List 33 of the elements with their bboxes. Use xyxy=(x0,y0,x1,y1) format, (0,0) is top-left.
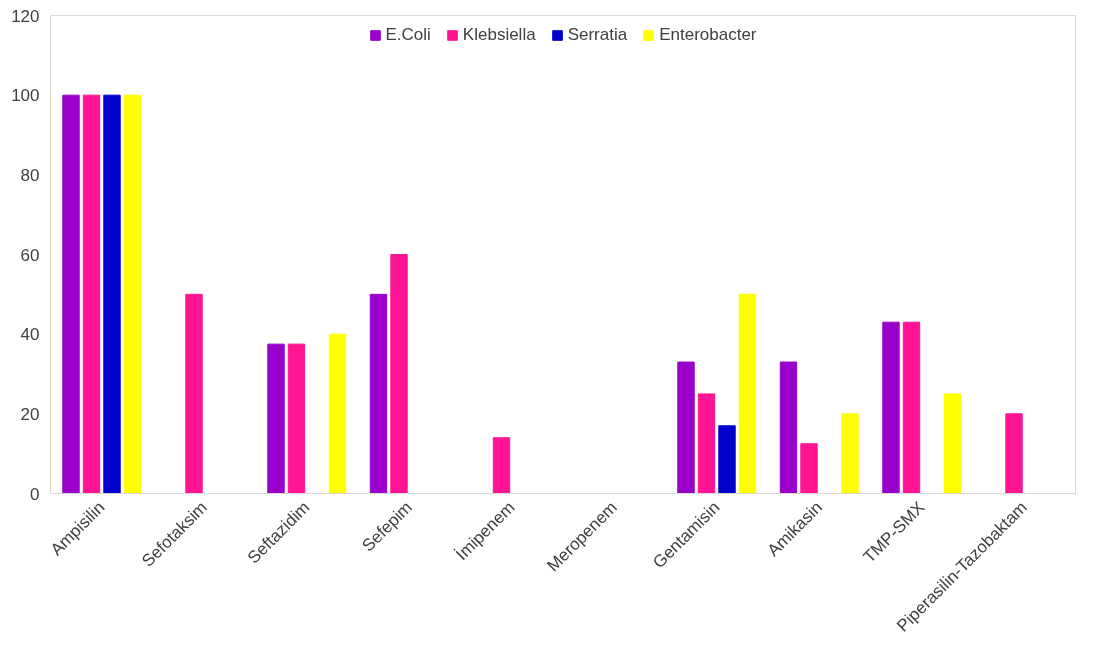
bar xyxy=(779,361,798,494)
bar xyxy=(287,343,306,494)
bar xyxy=(185,293,203,494)
bar xyxy=(328,333,347,494)
y-tick-label: 40 xyxy=(20,325,40,345)
bar xyxy=(390,254,408,494)
y-tick-label: 100 xyxy=(11,86,40,106)
legend-label: E.Coli xyxy=(385,25,431,45)
bar xyxy=(62,94,80,494)
bar xyxy=(697,393,716,494)
bar xyxy=(82,94,101,494)
legend-label: Klebsiella xyxy=(462,25,536,45)
bar xyxy=(103,94,121,494)
legend-label: Enterobacter xyxy=(659,25,757,45)
bar xyxy=(1005,413,1023,494)
bar xyxy=(718,425,736,494)
bar xyxy=(123,94,142,494)
bar xyxy=(267,343,285,494)
y-tick-label: 120 xyxy=(11,6,40,26)
bar xyxy=(841,413,859,494)
y-tick-label: 20 xyxy=(20,404,40,424)
bar xyxy=(882,321,900,494)
y-tick-label: 80 xyxy=(20,165,40,185)
bar xyxy=(800,443,818,494)
bar xyxy=(369,293,388,494)
y-tick-label: 0 xyxy=(30,484,40,504)
bar xyxy=(738,293,757,494)
bar xyxy=(677,361,695,494)
y-tick-label: 60 xyxy=(20,245,40,265)
legend-label: Serratia xyxy=(567,25,628,45)
bar xyxy=(943,393,962,494)
bar xyxy=(902,321,921,494)
bar xyxy=(492,437,511,494)
